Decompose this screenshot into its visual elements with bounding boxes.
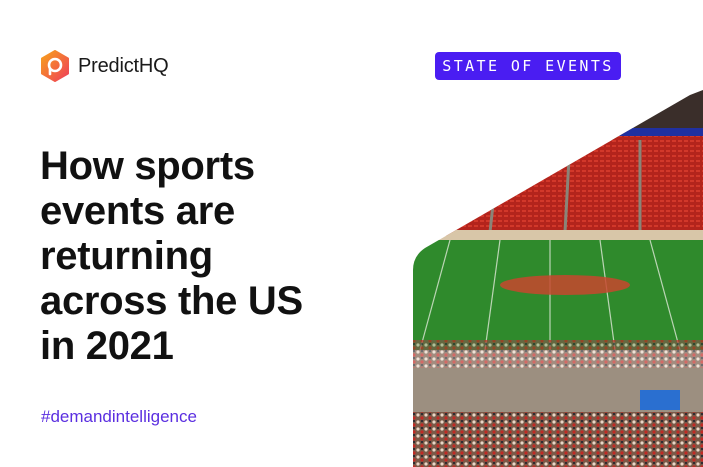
hashtag: #demandintelligence (41, 407, 197, 426)
headline-line: in 2021 (40, 324, 174, 368)
brand-logo: PredictHQ (40, 50, 169, 82)
brand-name: PredictHQ (78, 54, 169, 77)
predicthq-logo-icon (41, 50, 69, 82)
headline-line: events are (40, 189, 235, 233)
headline-line: returning (40, 234, 213, 278)
headline-line: How sports (40, 144, 255, 188)
badge-label: STATE OF EVENTS (442, 57, 614, 75)
headline-line: across the US (40, 279, 303, 323)
state-of-events-badge: STATE OF EVENTS (435, 52, 621, 80)
headline: How sports events are returning across t… (40, 144, 400, 369)
